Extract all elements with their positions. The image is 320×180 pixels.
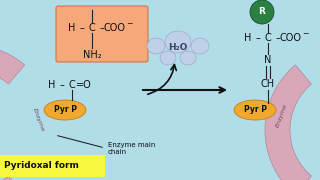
Text: −: − xyxy=(126,19,132,28)
Text: C: C xyxy=(68,80,76,90)
Text: CH: CH xyxy=(261,79,275,89)
Text: –: – xyxy=(256,33,260,43)
Text: –: – xyxy=(80,23,84,33)
FancyBboxPatch shape xyxy=(0,155,105,177)
Text: H: H xyxy=(68,23,76,33)
Text: R: R xyxy=(259,8,265,17)
Text: Enzyme main
chain: Enzyme main chain xyxy=(108,141,156,154)
Text: NH₂: NH₂ xyxy=(83,50,101,60)
Text: –: – xyxy=(60,80,64,90)
Text: C: C xyxy=(265,33,271,43)
Text: −: − xyxy=(302,30,308,39)
Ellipse shape xyxy=(160,51,176,65)
Text: Enzyme: Enzyme xyxy=(276,102,289,128)
Text: H: H xyxy=(48,80,56,90)
Ellipse shape xyxy=(165,31,191,53)
Ellipse shape xyxy=(234,100,276,120)
Text: –: – xyxy=(100,23,104,33)
FancyBboxPatch shape xyxy=(56,6,148,62)
Text: Pyr P: Pyr P xyxy=(53,105,76,114)
Text: H: H xyxy=(244,33,252,43)
Ellipse shape xyxy=(147,38,165,54)
Text: –: – xyxy=(276,33,280,43)
Ellipse shape xyxy=(180,51,196,65)
Text: COO: COO xyxy=(104,23,126,33)
Text: Pyridoxal form: Pyridoxal form xyxy=(4,161,79,170)
Circle shape xyxy=(250,0,274,24)
Text: C: C xyxy=(89,23,95,33)
Text: COO: COO xyxy=(280,33,302,43)
Text: N: N xyxy=(264,55,272,65)
Polygon shape xyxy=(265,65,311,180)
Ellipse shape xyxy=(191,38,209,54)
Text: Enzyme: Enzyme xyxy=(31,107,44,133)
Text: Pyr P: Pyr P xyxy=(244,105,267,114)
Polygon shape xyxy=(0,45,25,180)
Text: H₂O: H₂O xyxy=(168,42,188,51)
Ellipse shape xyxy=(44,100,86,120)
Text: =O: =O xyxy=(76,80,92,90)
